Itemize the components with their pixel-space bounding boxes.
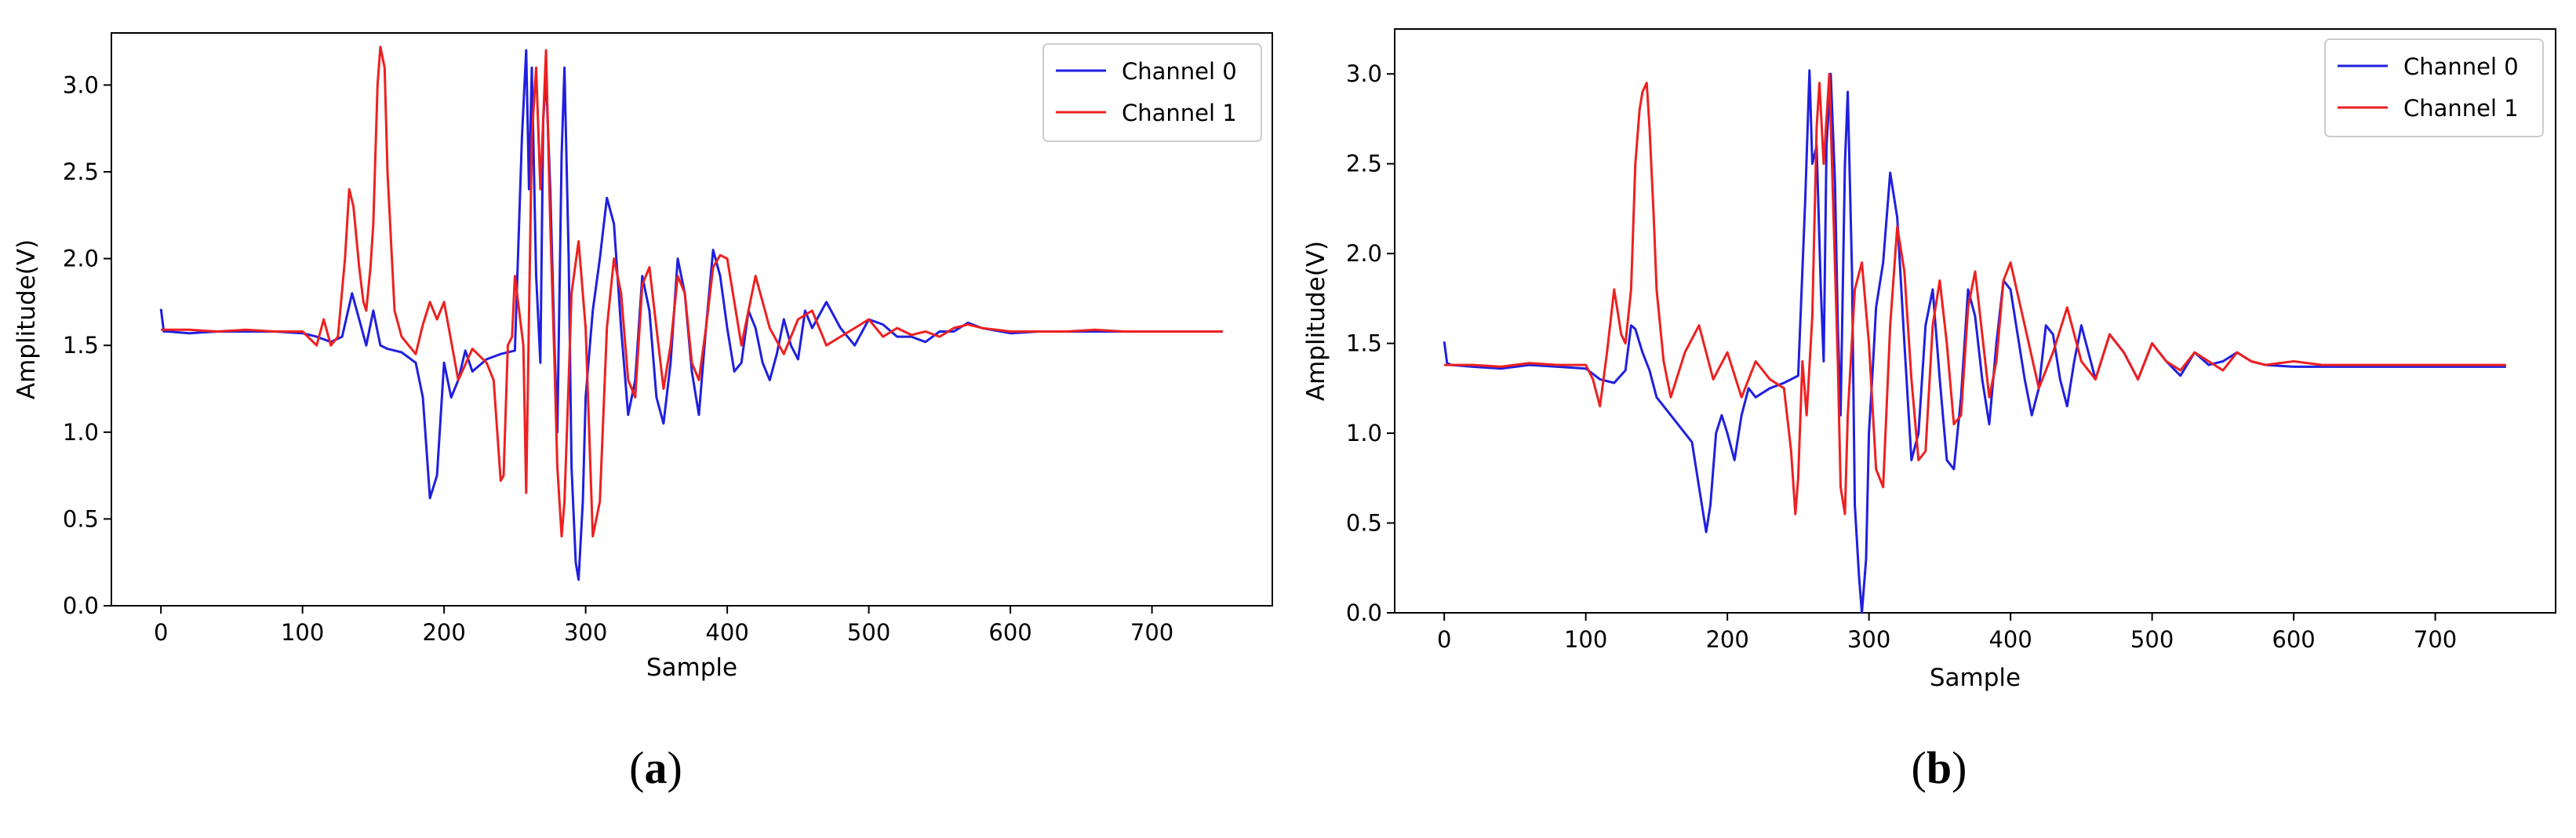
y-tick-label: 0.5	[63, 505, 99, 532]
x-tick-label: 600	[988, 619, 1031, 646]
x-axis: 0 100 200 300 400 500 600 700	[1437, 613, 2457, 653]
x-tick-label: 0	[1437, 626, 1451, 653]
x-tick-label: 0	[154, 619, 168, 646]
y-axis-label: Amplitude(V)	[1302, 241, 1330, 401]
y-tick-label: 3.0	[63, 71, 99, 98]
x-tick-label: 100	[1564, 626, 1607, 653]
y-tick-label: 1.0	[63, 419, 99, 446]
legend-box	[2324, 38, 2544, 137]
series-lines	[159, 46, 1223, 581]
x-axis: 0 100 200 300 400 500 600 700	[154, 606, 1173, 646]
y-tick-label: 0.5	[1346, 510, 1382, 537]
y-tick-label: 2.5	[1346, 151, 1382, 177]
y-tick-label: 1.0	[1346, 420, 1382, 446]
x-tick-label: 500	[847, 619, 890, 646]
x-tick-label: 100	[281, 619, 324, 646]
plot-frame	[111, 32, 1273, 607]
series-line-channel-0	[159, 49, 1223, 581]
x-tick-label: 300	[1847, 626, 1890, 653]
y-axis: 0.0 0.5 1.0 1.5 2.0 2.5 3.0	[1346, 60, 1395, 626]
panel-caption-letter: b	[1926, 742, 1952, 793]
y-tick-label: 1.5	[63, 332, 99, 359]
x-tick-label: 500	[2130, 626, 2174, 653]
x-tick-label: 300	[564, 619, 607, 646]
x-axis-label: Sample	[1930, 664, 2021, 692]
x-tick-label: 400	[705, 619, 748, 646]
panel-caption-letter: a	[644, 742, 668, 793]
x-tick-label: 400	[1988, 626, 2032, 653]
y-tick-label: 2.0	[1346, 240, 1382, 267]
x-tick-label: 700	[1130, 619, 1173, 646]
series-line-channel-1	[1444, 72, 2506, 516]
plot-frame	[1394, 28, 2556, 614]
legend: Channel 0 Channel 1	[2324, 38, 2544, 137]
x-tick-label: 600	[2272, 626, 2315, 653]
y-tick-label: 2.0	[63, 246, 99, 272]
y-tick-label: 0.0	[63, 592, 99, 619]
legend-label-channel-0: Channel 0	[1122, 58, 1237, 85]
y-tick-label: 2.5	[63, 158, 99, 185]
x-tick-label: 200	[1705, 626, 1748, 653]
panel-caption-a: (a)	[629, 742, 682, 793]
chart-panel-b: 0.0 0.5 1.0 1.5 2.0 2.5 3.0 0 100 200 300 400 500 60…	[1302, 28, 2556, 692]
y-axis-label: Amplitude(V)	[13, 239, 41, 399]
y-axis: 0.0 0.5 1.0 1.5 2.0 2.5 3.0	[63, 71, 111, 619]
x-tick-label: 200	[422, 619, 465, 646]
y-tick-label: 3.0	[1346, 60, 1382, 87]
series-line-channel-1	[161, 46, 1223, 537]
legend-label-channel-1: Channel 1	[2403, 95, 2519, 122]
y-tick-label: 0.0	[1346, 599, 1382, 626]
series-line-channel-0	[1443, 69, 2506, 614]
legend: Channel 0 Channel 1	[1042, 43, 1262, 142]
legend-box	[1042, 43, 1262, 142]
x-tick-label: 700	[2414, 626, 2457, 653]
legend-label-channel-0: Channel 0	[2403, 53, 2519, 80]
chart-panel-a: 0.0 0.5 1.0 1.5 2.0 2.5 3.0 0 100 200 300 400 500 60…	[13, 32, 1273, 682]
panel-caption-b: (b)	[1911, 742, 1967, 793]
x-axis-label: Sample	[646, 654, 737, 682]
series-lines	[1443, 69, 2506, 614]
legend-label-channel-1: Channel 1	[1122, 100, 1237, 126]
y-tick-label: 1.5	[1346, 330, 1382, 357]
